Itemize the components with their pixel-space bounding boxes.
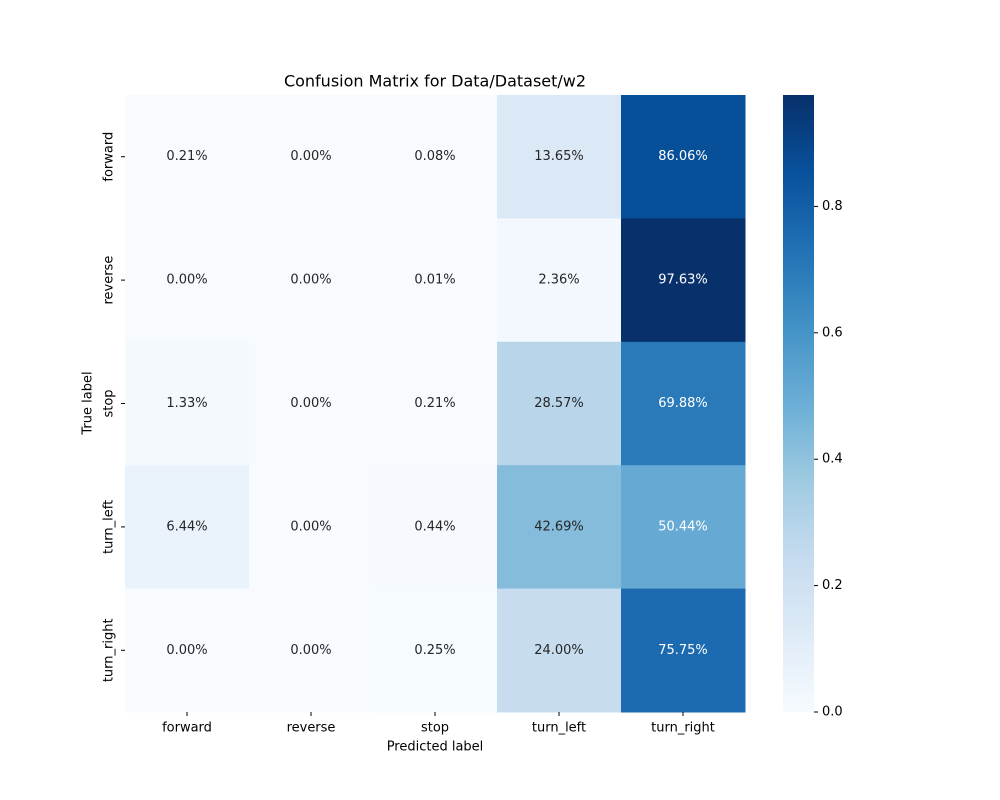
cell <box>373 465 498 590</box>
y-tick-label: reverse <box>102 256 117 305</box>
cell-label: 0.25% <box>414 643 455 658</box>
cell <box>373 95 498 219</box>
colorbar-tick-label: 0.2 <box>822 578 843 593</box>
y-tick-label: stop <box>102 389 117 417</box>
x-tick-label: turn_left <box>532 721 586 736</box>
cell <box>125 95 250 219</box>
cell-label: 0.00% <box>290 396 331 411</box>
cell-label: 0.00% <box>290 149 331 164</box>
cell-label: 50.44% <box>658 519 708 534</box>
cell-label: 28.57% <box>534 396 584 411</box>
x-tick-label: stop <box>421 721 449 736</box>
cell-label: 13.65% <box>534 149 584 164</box>
cell <box>497 341 622 466</box>
cell <box>497 465 622 590</box>
colorbar <box>783 95 814 712</box>
cell-label: 86.06% <box>658 149 708 164</box>
cell <box>249 218 374 343</box>
colorbar-tick-label: 0.8 <box>822 199 843 214</box>
cell <box>497 218 622 343</box>
cell <box>249 95 374 219</box>
cell-label: 0.01% <box>414 273 455 288</box>
cell <box>125 588 250 713</box>
cell <box>497 588 622 713</box>
x-tick-label: reverse <box>287 721 336 736</box>
cell <box>621 218 746 343</box>
cell-label: 1.33% <box>166 396 207 411</box>
cell-label: 6.44% <box>166 519 207 534</box>
cell-label: 0.00% <box>290 273 331 288</box>
cell-label: 24.00% <box>534 643 584 658</box>
cell-label: 0.21% <box>414 396 455 411</box>
cell-label: 0.00% <box>166 643 207 658</box>
cell <box>125 218 250 343</box>
cell <box>249 588 374 713</box>
cell-label: 69.88% <box>658 396 708 411</box>
y-tick-label: turn_right <box>102 618 117 682</box>
cell-label: 42.69% <box>534 519 584 534</box>
cell <box>249 341 374 466</box>
cell <box>125 341 250 466</box>
y-tick-label: forward <box>102 132 117 182</box>
cell <box>621 341 746 466</box>
chart-title: Confusion Matrix for Data/Dataset/w2 <box>284 72 586 91</box>
x-axis-label: Predicted label <box>387 740 484 755</box>
cell <box>373 341 498 466</box>
cell-label: 75.75% <box>658 643 708 658</box>
cell <box>621 465 746 590</box>
cell-label: 0.00% <box>290 643 331 658</box>
cell-label: 97.63% <box>658 273 708 288</box>
colorbar-tick-label: 0.4 <box>822 452 843 467</box>
cell <box>621 95 746 219</box>
x-tick-label: forward <box>162 721 212 736</box>
cell <box>373 218 498 343</box>
cell-label: 0.00% <box>290 519 331 534</box>
y-tick-label: turn_left <box>102 500 117 554</box>
cell-label: 0.08% <box>414 149 455 164</box>
cell <box>497 95 622 219</box>
cell-label: 2.36% <box>538 273 579 288</box>
cell <box>125 465 250 590</box>
colorbar-tick-label: 0.6 <box>822 325 843 340</box>
x-tick-label: turn_right <box>651 721 715 736</box>
y-axis-label: True label <box>81 371 96 435</box>
cell-label: 0.00% <box>166 273 207 288</box>
cell <box>621 588 746 713</box>
cell <box>249 465 374 590</box>
cell-label: 0.44% <box>414 519 455 534</box>
cell-label: 0.21% <box>166 149 207 164</box>
cell <box>373 588 498 713</box>
colorbar-tick-label: 0.0 <box>822 705 843 720</box>
